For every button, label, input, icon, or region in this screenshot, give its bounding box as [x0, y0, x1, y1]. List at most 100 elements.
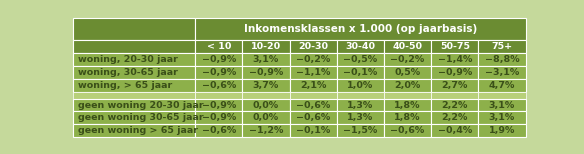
Bar	[337, 40, 384, 53]
Text: geen woning 20-30 jaar: geen woning 20-30 jaar	[78, 101, 204, 109]
Bar	[478, 53, 526, 66]
Bar	[337, 79, 384, 92]
Bar	[195, 79, 242, 92]
Bar	[384, 53, 431, 66]
Text: 2,2%: 2,2%	[442, 101, 468, 109]
Text: −8,8%: −8,8%	[485, 55, 519, 64]
Text: 3,1%: 3,1%	[253, 55, 279, 64]
Text: −0,9%: −0,9%	[201, 113, 236, 122]
Bar	[195, 18, 526, 40]
Bar	[242, 111, 290, 124]
Text: 75+: 75+	[492, 42, 513, 51]
Bar	[242, 66, 290, 79]
Bar	[195, 124, 242, 137]
Text: 1,0%: 1,0%	[347, 81, 374, 90]
Bar	[337, 53, 384, 66]
Bar	[195, 40, 242, 53]
Text: geen woning > 65 jaar: geen woning > 65 jaar	[78, 126, 199, 135]
Text: −0,9%: −0,9%	[201, 68, 236, 77]
Text: −0,2%: −0,2%	[391, 55, 425, 64]
Bar	[384, 111, 431, 124]
Text: 30-40: 30-40	[345, 42, 376, 51]
Text: −0,1%: −0,1%	[343, 68, 377, 77]
Bar	[431, 40, 478, 53]
Text: < 10: < 10	[207, 42, 231, 51]
Bar	[431, 79, 478, 92]
Bar	[431, 99, 478, 111]
Bar	[290, 111, 337, 124]
Bar	[337, 111, 384, 124]
Text: 3,1%: 3,1%	[489, 113, 515, 122]
Text: −0,9%: −0,9%	[201, 101, 236, 109]
Bar	[73, 79, 195, 92]
Text: 1,3%: 1,3%	[347, 113, 374, 122]
Text: −1,2%: −1,2%	[249, 126, 283, 135]
Bar	[290, 53, 337, 66]
Bar	[337, 99, 384, 111]
Bar	[337, 66, 384, 79]
Bar	[478, 92, 526, 99]
Text: 50-75: 50-75	[440, 42, 470, 51]
Bar	[242, 92, 290, 99]
Bar	[431, 53, 478, 66]
Bar	[290, 40, 337, 53]
Text: 2,2%: 2,2%	[442, 113, 468, 122]
Bar	[478, 111, 526, 124]
Bar	[73, 99, 195, 111]
Bar	[478, 99, 526, 111]
Bar	[73, 92, 195, 99]
Bar	[337, 124, 384, 137]
Bar	[384, 99, 431, 111]
Text: 2,0%: 2,0%	[394, 81, 420, 90]
Text: −3,1%: −3,1%	[485, 68, 519, 77]
Text: 2,1%: 2,1%	[300, 81, 326, 90]
Text: 20-30: 20-30	[298, 42, 328, 51]
Text: 40-50: 40-50	[392, 42, 423, 51]
Bar	[242, 53, 290, 66]
Bar	[431, 92, 478, 99]
Bar	[431, 111, 478, 124]
Text: −0,2%: −0,2%	[296, 55, 331, 64]
Bar	[290, 99, 337, 111]
Text: 1,8%: 1,8%	[394, 113, 421, 122]
Text: −0,6%: −0,6%	[201, 126, 236, 135]
Bar	[290, 92, 337, 99]
Text: −1,5%: −1,5%	[343, 126, 377, 135]
Bar	[73, 66, 195, 79]
Bar	[290, 124, 337, 137]
Bar	[242, 79, 290, 92]
Bar	[384, 124, 431, 137]
Bar	[195, 111, 242, 124]
Bar	[195, 99, 242, 111]
Bar	[290, 79, 337, 92]
Bar	[290, 66, 337, 79]
Text: −0,4%: −0,4%	[437, 126, 472, 135]
Bar	[242, 40, 290, 53]
Text: 0,0%: 0,0%	[253, 113, 279, 122]
Bar	[337, 92, 384, 99]
Text: 3,1%: 3,1%	[489, 101, 515, 109]
Bar	[73, 111, 195, 124]
Text: 1,9%: 1,9%	[489, 126, 515, 135]
Bar	[478, 40, 526, 53]
Text: geen woning 30-65 jaar: geen woning 30-65 jaar	[78, 113, 204, 122]
Bar	[73, 124, 195, 137]
Text: −1,4%: −1,4%	[437, 55, 472, 64]
Text: −0,6%: −0,6%	[296, 101, 331, 109]
Text: 0,0%: 0,0%	[253, 101, 279, 109]
Bar	[478, 66, 526, 79]
Bar	[73, 40, 195, 53]
Text: −0,9%: −0,9%	[201, 55, 236, 64]
Text: −1,1%: −1,1%	[296, 68, 331, 77]
Text: Inkomensklassen x 1.000 (op jaarbasis): Inkomensklassen x 1.000 (op jaarbasis)	[244, 24, 477, 34]
Bar	[384, 79, 431, 92]
Bar	[431, 124, 478, 137]
Bar	[384, 92, 431, 99]
Bar	[478, 79, 526, 92]
Bar	[195, 92, 242, 99]
Bar	[431, 66, 478, 79]
Text: −0,6%: −0,6%	[296, 113, 331, 122]
Text: 0,5%: 0,5%	[395, 68, 420, 77]
Bar	[195, 66, 242, 79]
Text: −0,6%: −0,6%	[201, 81, 236, 90]
